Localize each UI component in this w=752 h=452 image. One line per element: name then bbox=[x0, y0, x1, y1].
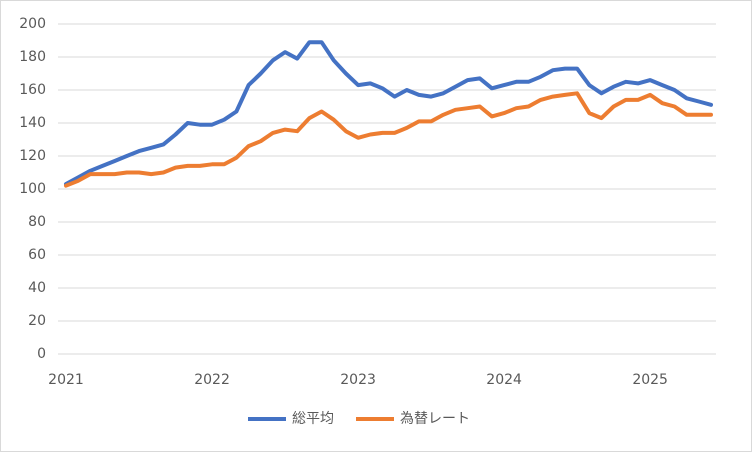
x-tick-label: 2022 bbox=[194, 372, 230, 388]
y-tick-label: 140 bbox=[19, 115, 46, 131]
y-tick-label: 100 bbox=[19, 181, 46, 197]
y-tick-label: 80 bbox=[28, 214, 46, 230]
y-tick-label: 40 bbox=[28, 280, 46, 296]
y-tick-label: 160 bbox=[19, 82, 46, 98]
y-tick-label: 200 bbox=[19, 16, 46, 32]
series-line bbox=[64, 91, 713, 188]
y-tick-label: 180 bbox=[19, 49, 46, 65]
y-tick-label: 0 bbox=[37, 346, 46, 362]
series-line bbox=[64, 40, 713, 186]
x-tick-label: 2025 bbox=[632, 372, 668, 388]
y-tick-label: 60 bbox=[28, 247, 46, 263]
y-tick-label: 120 bbox=[19, 148, 46, 164]
x-tick-label: 2021 bbox=[48, 372, 84, 388]
legend-label: 為替レート bbox=[400, 411, 470, 427]
x-tick-label: 2024 bbox=[486, 372, 522, 388]
legend-label: 総平均 bbox=[292, 411, 334, 427]
x-tick-label: 2023 bbox=[340, 372, 376, 388]
y-tick-label: 20 bbox=[28, 313, 46, 329]
